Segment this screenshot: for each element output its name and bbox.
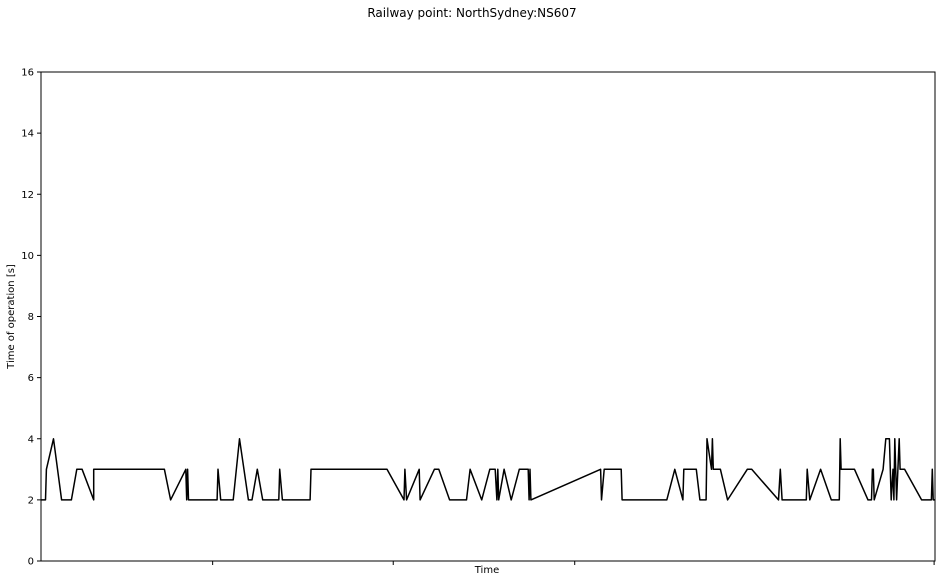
y-tick-label: 14	[21, 129, 34, 140]
x-axis	[212, 561, 935, 565]
series-line	[41, 438, 935, 501]
y-axis-label: Time of operation [s]	[6, 264, 17, 370]
y-tick-label: 2	[28, 495, 34, 506]
x-axis-label: Time	[474, 565, 499, 576]
y-tick-label: 6	[28, 373, 34, 384]
y-tick-label: 12	[21, 190, 34, 201]
y-tick-label: 16	[21, 68, 34, 79]
y-tick-label: 10	[21, 251, 34, 262]
plot-area	[40, 71, 936, 562]
y-tick-label: 4	[28, 434, 34, 445]
y-tick-label: 0	[28, 557, 34, 568]
y-tick-label: 8	[28, 312, 34, 323]
y-axis: 0 2 4 6 8 10 12 14 16	[21, 68, 41, 568]
chart-title: Railway point: NorthSydney:NS607	[367, 6, 576, 20]
